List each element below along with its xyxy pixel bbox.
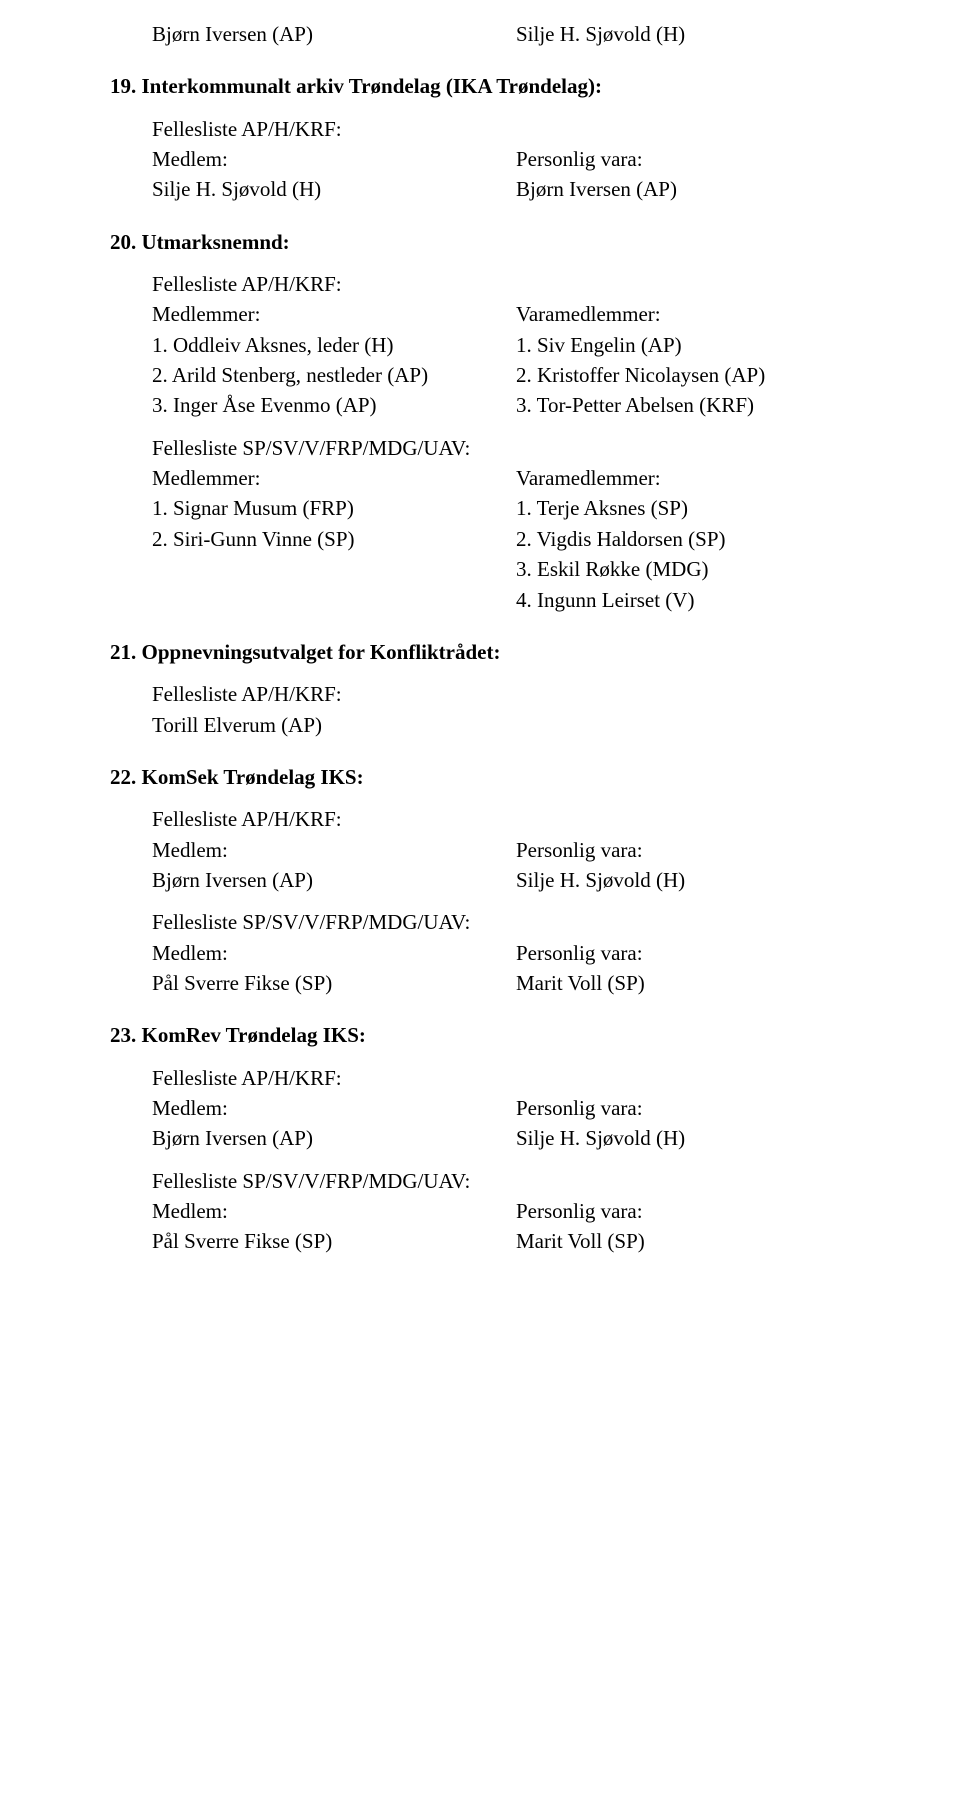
section-22-groupB-left-val: Pål Sverre Fikse (SP) [152,969,516,997]
section-22-groupB-right-val: Marit Voll (SP) [516,969,880,997]
section-20-groupB-l3-empty [152,555,516,583]
section-19-right-val: Bjørn Iversen (AP) [516,175,880,203]
section-20-groupA-headers: Medlemmer: Varamedlemmer: [152,300,880,328]
section-20-groupB-label: Fellesliste SP/SV/V/FRP/MDG/UAV: [152,434,880,462]
section-22-groupB-row-1: Pål Sverre Fikse (SP) Marit Voll (SP) [152,969,880,997]
section-19-left-val: Silje H. Sjøvold (H) [152,175,516,203]
section-20-heading: 20. Utmarksnemnd: [110,228,880,256]
section-22-groupB-right-label: Personlig vara: [516,939,880,967]
section-23-heading: 23. KomRev Trøndelag IKS: [110,1021,880,1049]
section-22-groupB-label: Fellesliste SP/SV/V/FRP/MDG/UAV: [152,908,880,936]
section-22-groupA-right-val: Silje H. Sjøvold (H) [516,866,880,894]
section-20-groupB-l2: 2. Siri-Gunn Vinne (SP) [152,525,516,553]
section-22-groupA-left-val: Bjørn Iversen (AP) [152,866,516,894]
section-20-groupA-l1: 1. Oddleiv Aksnes, leder (H) [152,331,516,359]
section-22-body: Fellesliste AP/H/KRF: Medlem: Personlig … [110,805,880,997]
section-23-body: Fellesliste AP/H/KRF: Medlem: Personlig … [110,1064,880,1256]
section-23-groupA-left-label: Medlem: [152,1094,516,1122]
section-23-groupA-row-1: Bjørn Iversen (AP) Silje H. Sjøvold (H) [152,1124,880,1152]
section-20-groupB-headers: Medlemmer: Varamedlemmer: [152,464,880,492]
section-22-groupA-left-label: Medlem: [152,836,516,864]
document-page: Bjørn Iversen (AP) Silje H. Sjøvold (H) … [0,0,960,1298]
section-20-groupA-l2: 2. Arild Stenberg, nestleder (AP) [152,361,516,389]
top-right-name: Silje H. Sjøvold (H) [516,20,880,48]
section-22-groupA-headers: Medlem: Personlig vara: [152,836,880,864]
section-22-heading: 22. KomSek Trøndelag IKS: [110,763,880,791]
section-20-groupB-l1: 1. Signar Musum (FRP) [152,494,516,522]
section-20-groupA-row-3: 3. Inger Åse Evenmo (AP) 3. Tor-Petter A… [152,391,880,419]
section-20-body: Fellesliste AP/H/KRF: Medlemmer: Varamed… [110,270,880,614]
section-23-groupB-headers: Medlem: Personlig vara: [152,1197,880,1225]
section-20-groupA-right-label: Varamedlemmer: [516,300,880,328]
section-19-row-1: Silje H. Sjøvold (H) Bjørn Iversen (AP) [152,175,880,203]
section-23-groupA-right-val: Silje H. Sjøvold (H) [516,1124,880,1152]
section-20-groupB-left-label: Medlemmer: [152,464,516,492]
section-23-groupB-left-val: Pål Sverre Fikse (SP) [152,1227,516,1255]
section-20-groupB-r3: 3. Eskil Røkke (MDG) [516,555,880,583]
section-23-groupA-headers: Medlem: Personlig vara: [152,1094,880,1122]
section-20-groupB-l4-empty [152,586,516,614]
section-20-groupA-l3: 3. Inger Åse Evenmo (AP) [152,391,516,419]
section-20-groupB-row-4: 4. Ingunn Leirset (V) [152,586,880,614]
section-22-groupA-right-label: Personlig vara: [516,836,880,864]
section-20-groupA-r1: 1. Siv Engelin (AP) [516,331,880,359]
section-20-groupA-row-2: 2. Arild Stenberg, nestleder (AP) 2. Kri… [152,361,880,389]
section-23-groupA-left-val: Bjørn Iversen (AP) [152,1124,516,1152]
section-23-groupB-right-label: Personlig vara: [516,1197,880,1225]
section-20-groupA-r3: 3. Tor-Petter Abelsen (KRF) [516,391,880,419]
section-22-groupA-label: Fellesliste AP/H/KRF: [152,805,880,833]
section-23-groupB-right-val: Marit Voll (SP) [516,1227,880,1255]
section-20-groupB-r2: 2. Vigdis Haldorsen (SP) [516,525,880,553]
section-19-left-label: Medlem: [152,145,516,173]
section-23-groupB-label: Fellesliste SP/SV/V/FRP/MDG/UAV: [152,1167,880,1195]
section-19-body: Fellesliste AP/H/KRF: Medlem: Personlig … [110,115,880,204]
section-23-groupB-left-label: Medlem: [152,1197,516,1225]
top-left-name: Bjørn Iversen (AP) [152,20,516,48]
section-20-groupB-r4: 4. Ingunn Leirset (V) [516,586,880,614]
section-23-groupA-label: Fellesliste AP/H/KRF: [152,1064,880,1092]
section-22-groupA-row-1: Bjørn Iversen (AP) Silje H. Sjøvold (H) [152,866,880,894]
section-20-groupA-label: Fellesliste AP/H/KRF: [152,270,880,298]
section-20-groupB-right-label: Varamedlemmer: [516,464,880,492]
section-20-groupA-row-1: 1. Oddleiv Aksnes, leder (H) 1. Siv Enge… [152,331,880,359]
section-19-heading: 19. Interkommunalt arkiv Trøndelag (IKA … [110,72,880,100]
section-20-groupB-row-2: 2. Siri-Gunn Vinne (SP) 2. Vigdis Haldor… [152,525,880,553]
section-23-groupA-right-label: Personlig vara: [516,1094,880,1122]
section-20-groupB-row-1: 1. Signar Musum (FRP) 1. Terje Aksnes (S… [152,494,880,522]
section-20-groupB-r1: 1. Terje Aksnes (SP) [516,494,880,522]
section-22-groupB-left-label: Medlem: [152,939,516,967]
section-20-groupA-r2: 2. Kristoffer Nicolaysen (AP) [516,361,880,389]
section-21-line: Torill Elverum (AP) [152,711,880,739]
section-21-heading: 21. Oppnevningsutvalget for Konfliktråde… [110,638,880,666]
section-19-right-label: Personlig vara: [516,145,880,173]
section-20-groupA-left-label: Medlemmer: [152,300,516,328]
section-21-body: Fellesliste AP/H/KRF: Torill Elverum (AP… [110,680,880,739]
top-name-row: Bjørn Iversen (AP) Silje H. Sjøvold (H) [110,20,880,48]
section-19-group-label: Fellesliste AP/H/KRF: [152,115,880,143]
section-23-groupB-row-1: Pål Sverre Fikse (SP) Marit Voll (SP) [152,1227,880,1255]
section-19-col-headers: Medlem: Personlig vara: [152,145,880,173]
section-21-group-label: Fellesliste AP/H/KRF: [152,680,880,708]
section-20-groupB-row-3: 3. Eskil Røkke (MDG) [152,555,880,583]
section-22-groupB-headers: Medlem: Personlig vara: [152,939,880,967]
